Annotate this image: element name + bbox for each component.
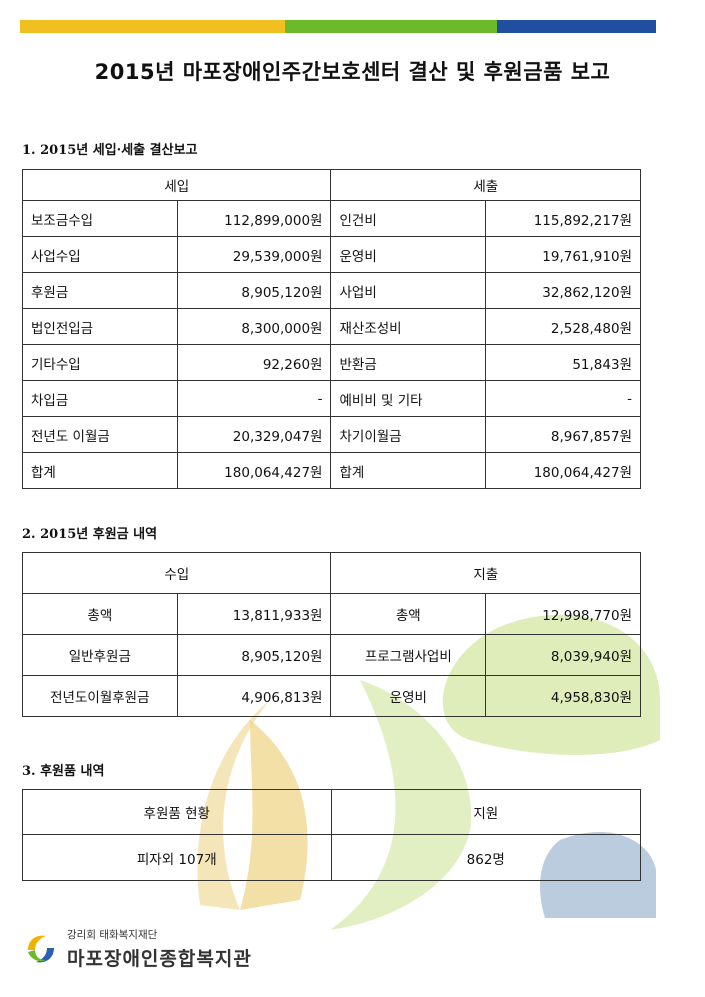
- color-bar-blue: [497, 20, 656, 33]
- donation-items-value: 피자외 107개: [22, 834, 332, 881]
- expense-value: 12,998,770원: [485, 593, 641, 635]
- table-row: 사업수입 29,539,000원 운영비 19,761,910원: [22, 236, 641, 273]
- income-value: 8,905,120원: [176, 272, 332, 309]
- table-row: 피자외 107개 862명: [22, 834, 641, 881]
- section1-heading: 1. 2015년 세입·세출 결산보고: [22, 143, 198, 158]
- expense-value: 115,892,217원: [485, 200, 641, 237]
- expense-header: 세출: [330, 169, 641, 201]
- expense-value: 8,967,857원: [485, 416, 641, 453]
- table-row: 전년도이월후원금 4,906,813원 운영비 4,958,830원: [22, 675, 641, 717]
- support-value: 862명: [330, 834, 641, 881]
- table-row: 후원금 8,905,120원 사업비 32,862,120원: [22, 272, 641, 309]
- expense-label: 총액: [330, 593, 487, 635]
- income-value: 112,899,000원: [176, 200, 332, 237]
- income-label: 차입금: [22, 380, 178, 417]
- section2-heading: 2. 2015년 후원금 내역: [22, 527, 158, 542]
- expense-header: 지출: [330, 552, 641, 594]
- income-value: 13,811,933원: [176, 593, 332, 635]
- income-label: 보조금수입: [22, 200, 178, 237]
- organization-logo-icon: [24, 932, 58, 966]
- income-label: 전년도이월후원금: [22, 675, 178, 717]
- income-header: 세입: [21, 169, 332, 201]
- income-value: 92,260원: [176, 344, 332, 381]
- table-row: 전년도 이월금 20,329,047원 차기이월금 8,967,857원: [22, 416, 641, 453]
- page-title: 2015년 마포장애인주간보호센터 결산 및 후원금품 보고: [94, 60, 611, 84]
- expense-value: 32,862,120원: [485, 272, 641, 309]
- table-row: 총액 13,811,933원 총액 12,998,770원: [22, 593, 641, 635]
- donation-items-header: 후원품 현황: [22, 789, 332, 835]
- table-row: 보조금수입 112,899,000원 인건비 115,892,217원: [22, 200, 641, 237]
- income-header: 수입: [21, 552, 332, 594]
- color-bar-yellow: [20, 20, 285, 33]
- income-label: 후원금: [22, 272, 178, 309]
- income-value: 180,064,427원: [176, 452, 332, 489]
- income-label: 기타수입: [22, 344, 178, 381]
- expense-label: 재산조성비: [330, 308, 487, 345]
- income-value: 4,906,813원: [176, 675, 332, 717]
- section2-table: 수입 지출 총액 13,811,933원 총액 12,998,770원 일반후원…: [21, 552, 641, 717]
- expense-value: 8,039,940원: [485, 634, 641, 676]
- footer-subtitle: 강리회 태화복지재단: [67, 929, 158, 941]
- income-label: 법인전입금: [22, 308, 178, 345]
- expense-label: 예비비 및 기타: [330, 380, 487, 417]
- section3-heading: 3. 후원품 내역: [22, 764, 105, 779]
- income-label: 사업수입: [22, 236, 178, 273]
- expense-value: 2,528,480원: [485, 308, 641, 345]
- table-row: 법인전입금 8,300,000원 재산조성비 2,528,480원: [22, 308, 641, 345]
- income-label: 일반후원금: [22, 634, 178, 676]
- expense-value: 4,958,830원: [485, 675, 641, 717]
- table-row: 기타수입 92,260원 반환금 51,843원: [22, 344, 641, 381]
- color-bar-green: [285, 20, 497, 33]
- expense-label: 차기이월금: [330, 416, 487, 453]
- support-header: 지원: [330, 789, 641, 835]
- table-row-total: 합계 180,064,427원 합계 180,064,427원: [22, 452, 641, 489]
- expense-label: 사업비: [330, 272, 487, 309]
- expense-label: 인건비: [330, 200, 487, 237]
- expense-label: 운영비: [330, 675, 487, 717]
- income-label: 합계: [22, 452, 178, 489]
- table-row: 차입금 - 예비비 및 기타 -: [22, 380, 641, 417]
- income-label: 전년도 이월금: [22, 416, 178, 453]
- expense-label: 운영비: [330, 236, 487, 273]
- table-row: 일반후원금 8,905,120원 프로그램사업비 8,039,940원: [22, 634, 641, 676]
- income-value: -: [176, 380, 332, 417]
- expense-value: -: [485, 380, 641, 417]
- expense-value: 180,064,427원: [485, 452, 641, 489]
- expense-value: 19,761,910원: [485, 236, 641, 273]
- income-value: 20,329,047원: [176, 416, 332, 453]
- income-value: 8,300,000원: [176, 308, 332, 345]
- income-value: 29,539,000원: [176, 236, 332, 273]
- footer-organization-name: 마포장애인종합복지관: [67, 948, 252, 970]
- section3-table: 후원품 현황 지원 피자외 107개 862명: [22, 789, 641, 881]
- expense-value: 51,843원: [485, 344, 641, 381]
- section1-table: 세입 세출 보조금수입 112,899,000원 인건비 115,892,217…: [21, 169, 641, 489]
- income-label: 총액: [22, 593, 178, 635]
- expense-label: 프로그램사업비: [330, 634, 487, 676]
- income-value: 8,905,120원: [176, 634, 332, 676]
- expense-label: 합계: [330, 452, 487, 489]
- expense-label: 반환금: [330, 344, 487, 381]
